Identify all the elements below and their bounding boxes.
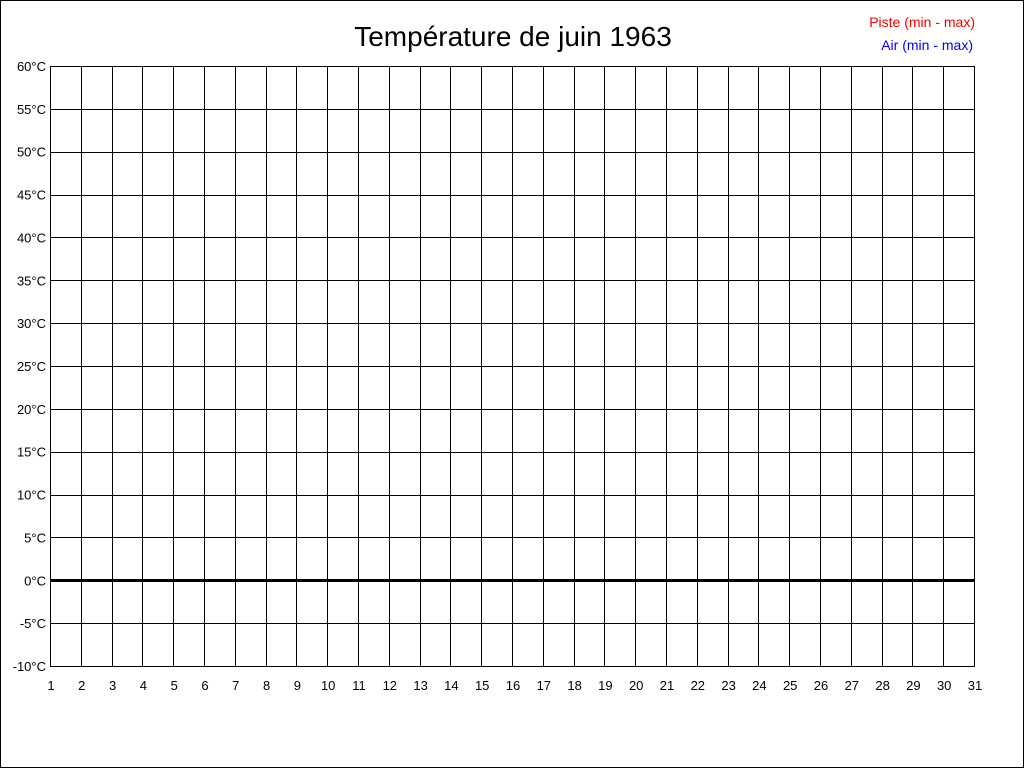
y-tick-label: 60°C	[17, 59, 46, 74]
chart-title: Température de juin 1963	[354, 21, 672, 52]
y-tick-label: 40°C	[17, 230, 46, 245]
grid	[50, 66, 975, 667]
y-tick-label: 50°C	[17, 145, 46, 160]
y-tick-label: 35°C	[17, 273, 46, 288]
x-tick-label: 24	[752, 678, 766, 693]
x-tick-label: 3	[109, 678, 116, 693]
x-tick-label: 1	[47, 678, 54, 693]
x-tick-label: 8	[263, 678, 270, 693]
y-tick-label: 30°C	[17, 316, 46, 331]
x-tick-label: 22	[691, 678, 705, 693]
y-tick-label: 15°C	[17, 445, 46, 460]
y-tick-label: 5°C	[24, 530, 46, 545]
x-tick-label: 25	[783, 678, 797, 693]
legend-piste: Piste (min - max)	[869, 14, 975, 30]
x-tick-label: 13	[413, 678, 427, 693]
axis-labels: 1 2 3 4 5 6 7 8 9 10 11 12 13 14 15 16 17 18 19 20 21 22 23 24 2…	[13, 59, 983, 693]
x-tick-label: 18	[567, 678, 581, 693]
x-tick-label: 14	[444, 678, 458, 693]
x-tick-label: 16	[506, 678, 520, 693]
x-tick-label: 7	[232, 678, 239, 693]
y-tick-label: 45°C	[17, 188, 46, 203]
y-tick-label: 10°C	[17, 488, 46, 503]
y-tick-label: 0°C	[24, 573, 46, 588]
x-tick-label: 26	[814, 678, 828, 693]
y-tick-label: 20°C	[17, 402, 46, 417]
x-tick-label: 30	[937, 678, 951, 693]
x-tick-label: 10	[321, 678, 335, 693]
x-tick-label: 15	[475, 678, 489, 693]
y-tick-label: -5°C	[20, 616, 46, 631]
x-tick-label: 20	[629, 678, 643, 693]
x-tick-label: 2	[78, 678, 85, 693]
x-tick-label: 17	[537, 678, 551, 693]
legend-air: Air (min - max)	[881, 37, 973, 53]
x-tick-label: 6	[201, 678, 208, 693]
x-tick-label: 9	[294, 678, 301, 693]
x-tick-label: 31	[968, 678, 982, 693]
x-tick-label: 12	[383, 678, 397, 693]
x-tick-label: 11	[352, 678, 366, 693]
x-tick-label: 23	[721, 678, 735, 693]
x-tick-label: 4	[140, 678, 147, 693]
x-tick-label: 27	[845, 678, 859, 693]
y-tick-label: 25°C	[17, 359, 46, 374]
x-tick-label: 29	[906, 678, 920, 693]
x-tick-label: 5	[171, 678, 178, 693]
x-tick-label: 28	[875, 678, 889, 693]
x-tick-label: 19	[598, 678, 612, 693]
y-tick-label: 55°C	[17, 102, 46, 117]
y-tick-label: -10°C	[13, 659, 46, 674]
x-tick-label: 21	[660, 678, 674, 693]
